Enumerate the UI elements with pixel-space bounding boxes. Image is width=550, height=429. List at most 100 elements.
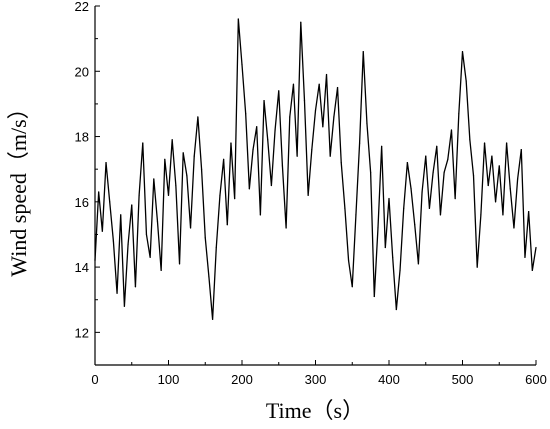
data-point xyxy=(447,158,449,160)
data-point xyxy=(281,165,284,167)
data-point xyxy=(182,152,184,154)
data-point xyxy=(296,155,298,157)
data-point xyxy=(381,145,383,147)
data-point xyxy=(245,113,247,115)
data-point xyxy=(186,175,188,177)
data-point xyxy=(355,214,357,216)
data-point xyxy=(234,197,236,200)
data-point xyxy=(200,168,203,170)
data-point xyxy=(336,86,339,89)
data-point xyxy=(469,139,471,141)
data-point xyxy=(410,188,412,190)
x-tick-label: 500 xyxy=(452,372,474,387)
data-point xyxy=(333,116,335,118)
data-point xyxy=(432,171,434,174)
data-point xyxy=(256,126,258,128)
data-point xyxy=(421,191,423,193)
data-point xyxy=(417,263,419,265)
data-point xyxy=(208,276,210,278)
data-point xyxy=(145,233,148,236)
data-point xyxy=(406,162,408,164)
data-point xyxy=(322,126,324,128)
data-point xyxy=(439,214,442,216)
data-point xyxy=(134,286,137,288)
y-tick-label: 18 xyxy=(75,130,89,145)
data-point xyxy=(454,197,456,200)
data-point xyxy=(303,100,306,102)
data-point xyxy=(300,21,302,23)
data-point xyxy=(274,129,276,131)
data-point xyxy=(528,211,530,213)
data-point xyxy=(98,191,100,193)
data-point xyxy=(329,155,331,157)
data-point xyxy=(311,149,313,151)
data-point xyxy=(399,269,401,271)
data-point xyxy=(366,122,368,125)
data-point xyxy=(153,178,155,180)
y-axis-title: Wind speed（m/s） xyxy=(6,97,31,276)
data-point xyxy=(94,259,96,262)
data-point xyxy=(241,64,243,66)
data-point xyxy=(476,266,478,268)
data-point xyxy=(384,246,386,249)
x-tick-label: 300 xyxy=(305,372,327,387)
data-point xyxy=(388,197,390,200)
data-point xyxy=(292,83,295,85)
data-point xyxy=(178,263,181,265)
data-point xyxy=(105,162,107,164)
data-point xyxy=(535,246,537,249)
data-point xyxy=(314,109,317,112)
y-tick-label: 16 xyxy=(75,195,89,210)
data-point xyxy=(204,237,206,239)
data-point xyxy=(167,194,170,196)
y-tick-label: 22 xyxy=(75,0,89,14)
data-point xyxy=(344,207,346,209)
x-axis-title: Time（s） xyxy=(266,398,364,423)
data-point xyxy=(112,240,114,242)
data-point xyxy=(472,175,475,177)
data-point xyxy=(193,155,195,157)
data-point xyxy=(436,145,438,147)
data-point xyxy=(160,269,162,271)
data-point xyxy=(197,116,199,118)
data-point xyxy=(285,227,287,229)
data-point xyxy=(270,184,272,187)
data-point xyxy=(223,158,225,160)
data-point xyxy=(149,256,151,258)
data-point xyxy=(395,308,397,311)
data-point xyxy=(252,149,254,151)
y-tick-label: 20 xyxy=(75,64,89,79)
data-point xyxy=(318,83,320,85)
data-point xyxy=(101,230,103,232)
x-tick-label: 200 xyxy=(231,372,253,387)
data-point xyxy=(278,90,280,92)
data-point xyxy=(347,259,350,262)
data-point xyxy=(351,286,353,288)
data-point xyxy=(403,207,405,209)
data-point xyxy=(340,162,342,164)
data-point xyxy=(359,142,361,144)
data-point xyxy=(248,188,250,190)
data-point xyxy=(517,178,519,180)
data-point xyxy=(370,171,372,174)
data-point xyxy=(520,149,522,151)
series-line xyxy=(94,18,537,320)
data-point xyxy=(226,224,228,226)
data-point xyxy=(487,184,489,187)
data-point xyxy=(480,214,482,216)
data-point xyxy=(414,224,416,226)
data-point xyxy=(513,227,515,229)
data-point xyxy=(377,227,379,229)
data-point xyxy=(502,214,504,216)
data-point xyxy=(171,139,173,141)
data-point xyxy=(164,158,166,160)
data-point xyxy=(263,100,265,102)
data-point xyxy=(230,142,232,144)
data-point xyxy=(465,80,467,82)
x-tick-label: 0 xyxy=(91,372,98,387)
y-axis-ticks: 12 14 16 18 20 22 xyxy=(75,0,100,366)
data-point xyxy=(524,256,526,258)
data-point xyxy=(219,194,221,196)
data-point xyxy=(259,214,261,216)
